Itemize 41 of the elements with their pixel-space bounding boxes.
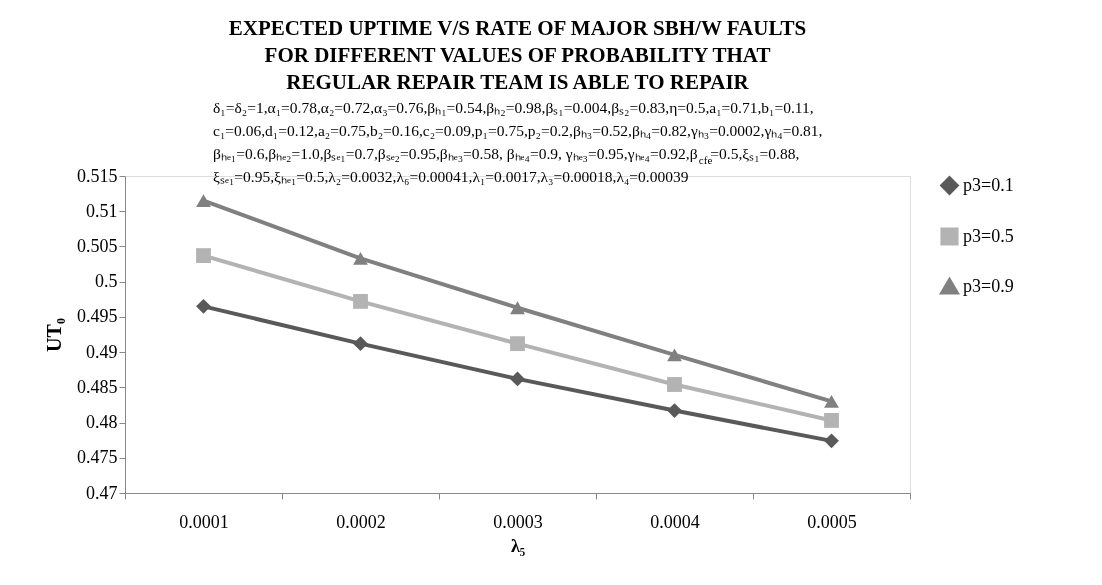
- point: [353, 336, 368, 352]
- text: EXPECTED UPTIME V/S RATE OF MAJOR SBH/W FAULTS: [228, 16, 807, 40]
- text: FOR DIFFERENT VALUES OF PROBABILITY THAT: [264, 43, 771, 67]
- y-tick-label: 0.505: [77, 235, 118, 256]
- point: [196, 298, 211, 314]
- x-tick-label: 0.0005: [807, 511, 857, 532]
- y-axis-title: UT₀: [43, 318, 65, 352]
- y-tick-label: 0.48: [86, 412, 118, 433]
- text: c₁=0.06,d₁=0.12,a₂=0.75,b₂=0.16,c₂=0.09,p₁=0.75,p₂=0.2,βₕ₃=0.52,βₕ₄=0.82,γₕ₃=0.0002,γₕ₄=0.81,: [213, 122, 823, 139]
- x-tick-label: 0.0004: [650, 511, 700, 532]
- y-tick-label: 0.49: [86, 341, 118, 362]
- point: [824, 433, 839, 449]
- legend-label: p3=0.9: [963, 275, 1014, 296]
- text: δ₁=δ₂=1,α₁=0.78,α₂=0.72,α₃=0.76,βₕ₁=0.54,βₕ₂=0.98,βₛ₁=0.004,βₛ₂=0.83,η=0.5,a₁=0.71,b₁=0.11,: [213, 99, 814, 116]
- point: [667, 403, 682, 418]
- point: [353, 293, 368, 309]
- point: [510, 301, 525, 315]
- legend-label: p3=0.5: [963, 225, 1014, 246]
- point: [196, 194, 211, 208]
- point: [353, 252, 368, 265]
- y-tick-label: 0.5: [95, 271, 118, 292]
- x-tick-label: 0.0001: [179, 511, 229, 532]
- point: [196, 248, 211, 264]
- point: [510, 371, 525, 387]
- point: [510, 336, 525, 352]
- point: [824, 413, 839, 428]
- legend-label: p3=0.1: [963, 174, 1014, 195]
- text: REGULAR REPAIR TEAM IS ABLE TO REPAIR: [286, 70, 749, 94]
- y-tick-label: 0.495: [77, 306, 118, 327]
- x-axis-title: λ₅: [510, 535, 526, 556]
- point: [667, 377, 682, 392]
- y-tick-label: 0.47: [86, 482, 118, 503]
- y-tick-label: 0.51: [86, 200, 118, 221]
- y-tick-label: 0.475: [77, 447, 118, 468]
- x-tick-label: 0.0002: [336, 511, 386, 532]
- point: [667, 348, 682, 362]
- y-tick-label: 0.485: [77, 376, 118, 397]
- point: [824, 395, 839, 408]
- annotation: ξₛₑ₁=0.95,ξₕₑ₁=0.5,λ₂=0.0032,λ₆=0.00041,λ₁=0.0017,λ₃=0.00018,λ₄=0.00039: [213, 168, 689, 185]
- x-tick-label: 0.0003: [493, 511, 543, 532]
- y-tick-label: 0.515: [77, 165, 118, 186]
